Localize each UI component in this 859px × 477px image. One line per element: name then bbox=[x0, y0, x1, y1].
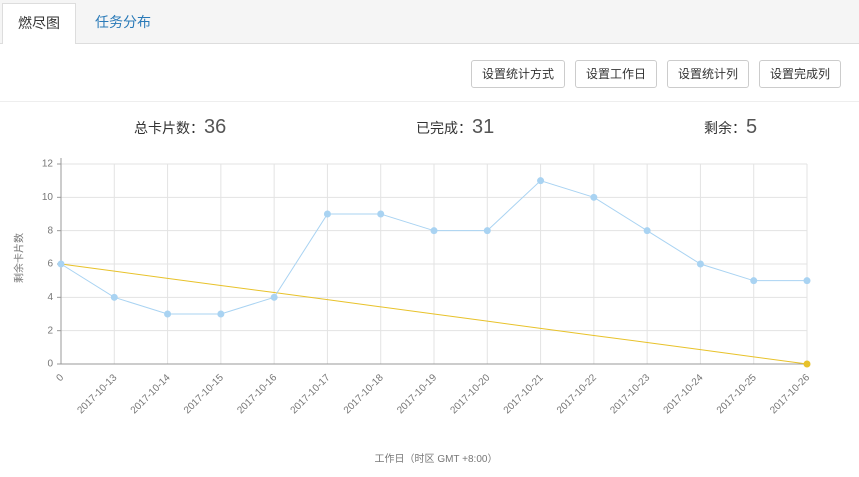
point bbox=[164, 310, 172, 318]
button[interactable]: 设置统计列 bbox=[666, 60, 749, 88]
button[interactable]: 设置统计方式 bbox=[470, 60, 565, 88]
point bbox=[537, 177, 545, 185]
tab-bar: 燃尽图 任务分布 bbox=[0, 0, 859, 44]
stat-value: 36 bbox=[204, 116, 227, 138]
point bbox=[110, 293, 118, 301]
x-tick-label: 2017-10-26 bbox=[768, 372, 812, 416]
tab[interactable]: 燃尽图 bbox=[2, 3, 76, 44]
stat-label: 剩余： bbox=[704, 120, 746, 136]
point bbox=[803, 277, 811, 285]
x-axis-title: 工作日（时区 GMT +8:00） bbox=[375, 453, 498, 465]
y-tick-label: 4 bbox=[47, 292, 53, 303]
button[interactable]: 设置完成列 bbox=[758, 60, 841, 88]
y-tick-label: 0 bbox=[47, 359, 53, 370]
stat: 已完成：31 bbox=[416, 116, 494, 139]
stat: 总卡片数：36 bbox=[134, 116, 226, 139]
x-tick-label: 2017-10-24 bbox=[662, 372, 706, 416]
point bbox=[696, 260, 704, 268]
x-tick-label: 2017-10-25 bbox=[715, 372, 759, 416]
x-tick-label: 2017-10-15 bbox=[182, 372, 226, 416]
toolbar: 设置统计方式 设置工作日 设置统计列 设置完成列 bbox=[470, 60, 841, 88]
stat: 剩余：5 bbox=[704, 116, 757, 139]
x-tick-label: 2017-10-17 bbox=[289, 372, 333, 416]
x-tick-label: 2017-10-23 bbox=[608, 372, 652, 416]
tab[interactable]: 任务分布 bbox=[95, 14, 151, 30]
point bbox=[430, 227, 438, 235]
x-tick-label: 2017-10-19 bbox=[395, 372, 439, 416]
point bbox=[217, 310, 225, 318]
x-tick-label: 2017-10-18 bbox=[342, 372, 386, 416]
point bbox=[750, 277, 758, 285]
y-tick-label: 12 bbox=[42, 159, 54, 170]
point bbox=[483, 227, 491, 235]
x-tick-label: 2017-10-21 bbox=[502, 372, 546, 416]
stat-label: 总卡片数： bbox=[134, 120, 204, 136]
stat-label: 已完成： bbox=[416, 120, 472, 136]
x-tick-label: 2017-10-22 bbox=[555, 372, 599, 416]
y-tick-label: 10 bbox=[42, 192, 54, 203]
stat-value: 31 bbox=[472, 116, 495, 138]
x-tick-label: 2017-10-20 bbox=[448, 372, 492, 416]
point bbox=[590, 193, 598, 201]
x-tick-label: 2017-10-16 bbox=[235, 372, 279, 416]
point bbox=[57, 260, 65, 268]
point bbox=[270, 293, 278, 301]
y-axis-title: 剩余卡片数 bbox=[13, 233, 26, 283]
y-tick-label: 6 bbox=[47, 259, 53, 270]
y-tick-label: 8 bbox=[47, 225, 53, 236]
series-line bbox=[60, 263, 808, 365]
separator bbox=[0, 101, 859, 102]
point bbox=[377, 210, 385, 218]
button[interactable]: 设置工作日 bbox=[574, 60, 657, 88]
x-tick-label: 0 bbox=[54, 372, 66, 384]
y-tick-label: 2 bbox=[47, 325, 53, 336]
stat-value: 5 bbox=[746, 116, 758, 138]
x-tick-label: 2017-10-13 bbox=[75, 372, 119, 416]
x-tick-label: 2017-10-14 bbox=[129, 372, 173, 416]
point bbox=[323, 210, 331, 218]
point bbox=[643, 227, 651, 235]
point bbox=[803, 360, 811, 368]
